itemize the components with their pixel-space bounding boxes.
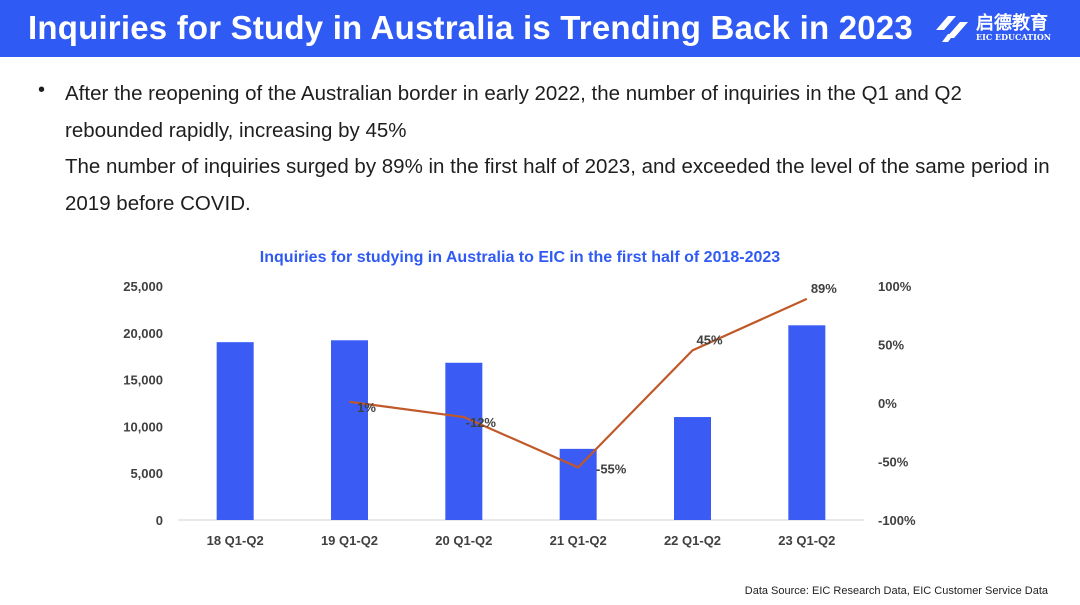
bar: [559, 448, 597, 520]
bar: [216, 342, 254, 520]
y2-tick-label: 100%: [878, 279, 912, 294]
y2-tick-label: -100%: [878, 513, 916, 528]
bar: [674, 417, 711, 520]
y-tick-label: 10,000: [123, 419, 163, 434]
bar: [331, 340, 368, 520]
y2-tick-label: 0%: [878, 396, 897, 411]
bar: [788, 325, 826, 520]
growth-line: [349, 297, 808, 469]
header-banner: Inquiries for Study in Australia is Tren…: [0, 0, 1080, 57]
y2-tick-label: -50%: [878, 455, 909, 470]
summary-paragraph-2: The number of inquiries surged by 89% in…: [65, 155, 1050, 215]
growth-data-label: 89%: [811, 281, 837, 296]
logo-english-text: EIC EDUCATION: [976, 32, 1052, 42]
y-tick-label: 20,000: [123, 326, 163, 341]
logo-chinese-text: 启德教育: [976, 13, 1048, 33]
x-tick-label: 23 Q1-Q2: [778, 533, 835, 548]
x-tick-label: 22 Q1-Q2: [664, 533, 721, 548]
bar: [445, 362, 483, 520]
x-tick-label: 19 Q1-Q2: [321, 533, 378, 548]
page-title: Inquiries for Study in Australia is Tren…: [28, 9, 913, 46]
x-tick-label: 20 Q1-Q2: [435, 533, 492, 548]
data-source-note: Data Source: EIC Research Data, EIC Cust…: [744, 585, 1048, 597]
y2-tick-label: 50%: [878, 338, 904, 353]
eic-logo: 启德教育 EIC EDUCATION: [932, 8, 1072, 50]
eic-logo-icon: [936, 16, 968, 42]
y-tick-label: 0: [156, 513, 163, 528]
chart-title: Inquiries for studying in Australia to E…: [260, 249, 780, 266]
growth-data-label: -55%: [596, 461, 627, 476]
x-tick-label: 21 Q1-Q2: [550, 533, 607, 548]
summary-text: • After the reopening of the Australian …: [30, 76, 1050, 222]
growth-data-label: 45%: [696, 332, 722, 347]
summary-paragraph-1: After the reopening of the Australian bo…: [65, 82, 962, 142]
y-tick-label: 15,000: [123, 373, 163, 388]
x-tick-label: 18 Q1-Q2: [207, 533, 264, 548]
bullet-icon: •: [38, 79, 46, 101]
growth-data-label: -12%: [466, 415, 497, 430]
y-tick-label: 25,000: [123, 279, 163, 294]
growth-data-label: 1%: [357, 400, 376, 415]
y-tick-label: 5,000: [130, 466, 163, 481]
